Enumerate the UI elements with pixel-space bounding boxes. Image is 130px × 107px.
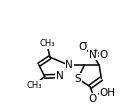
Text: −: −: [81, 38, 87, 47]
Text: OH: OH: [100, 88, 116, 98]
Text: N: N: [56, 71, 64, 81]
Text: O: O: [78, 42, 86, 52]
Text: O: O: [99, 50, 108, 60]
Text: CH₃: CH₃: [39, 39, 55, 48]
Text: O: O: [89, 94, 97, 104]
Text: N: N: [65, 60, 73, 70]
Text: N: N: [89, 50, 97, 60]
Text: +: +: [93, 48, 98, 54]
Text: S: S: [74, 74, 81, 84]
Text: CH₃: CH₃: [27, 81, 42, 90]
